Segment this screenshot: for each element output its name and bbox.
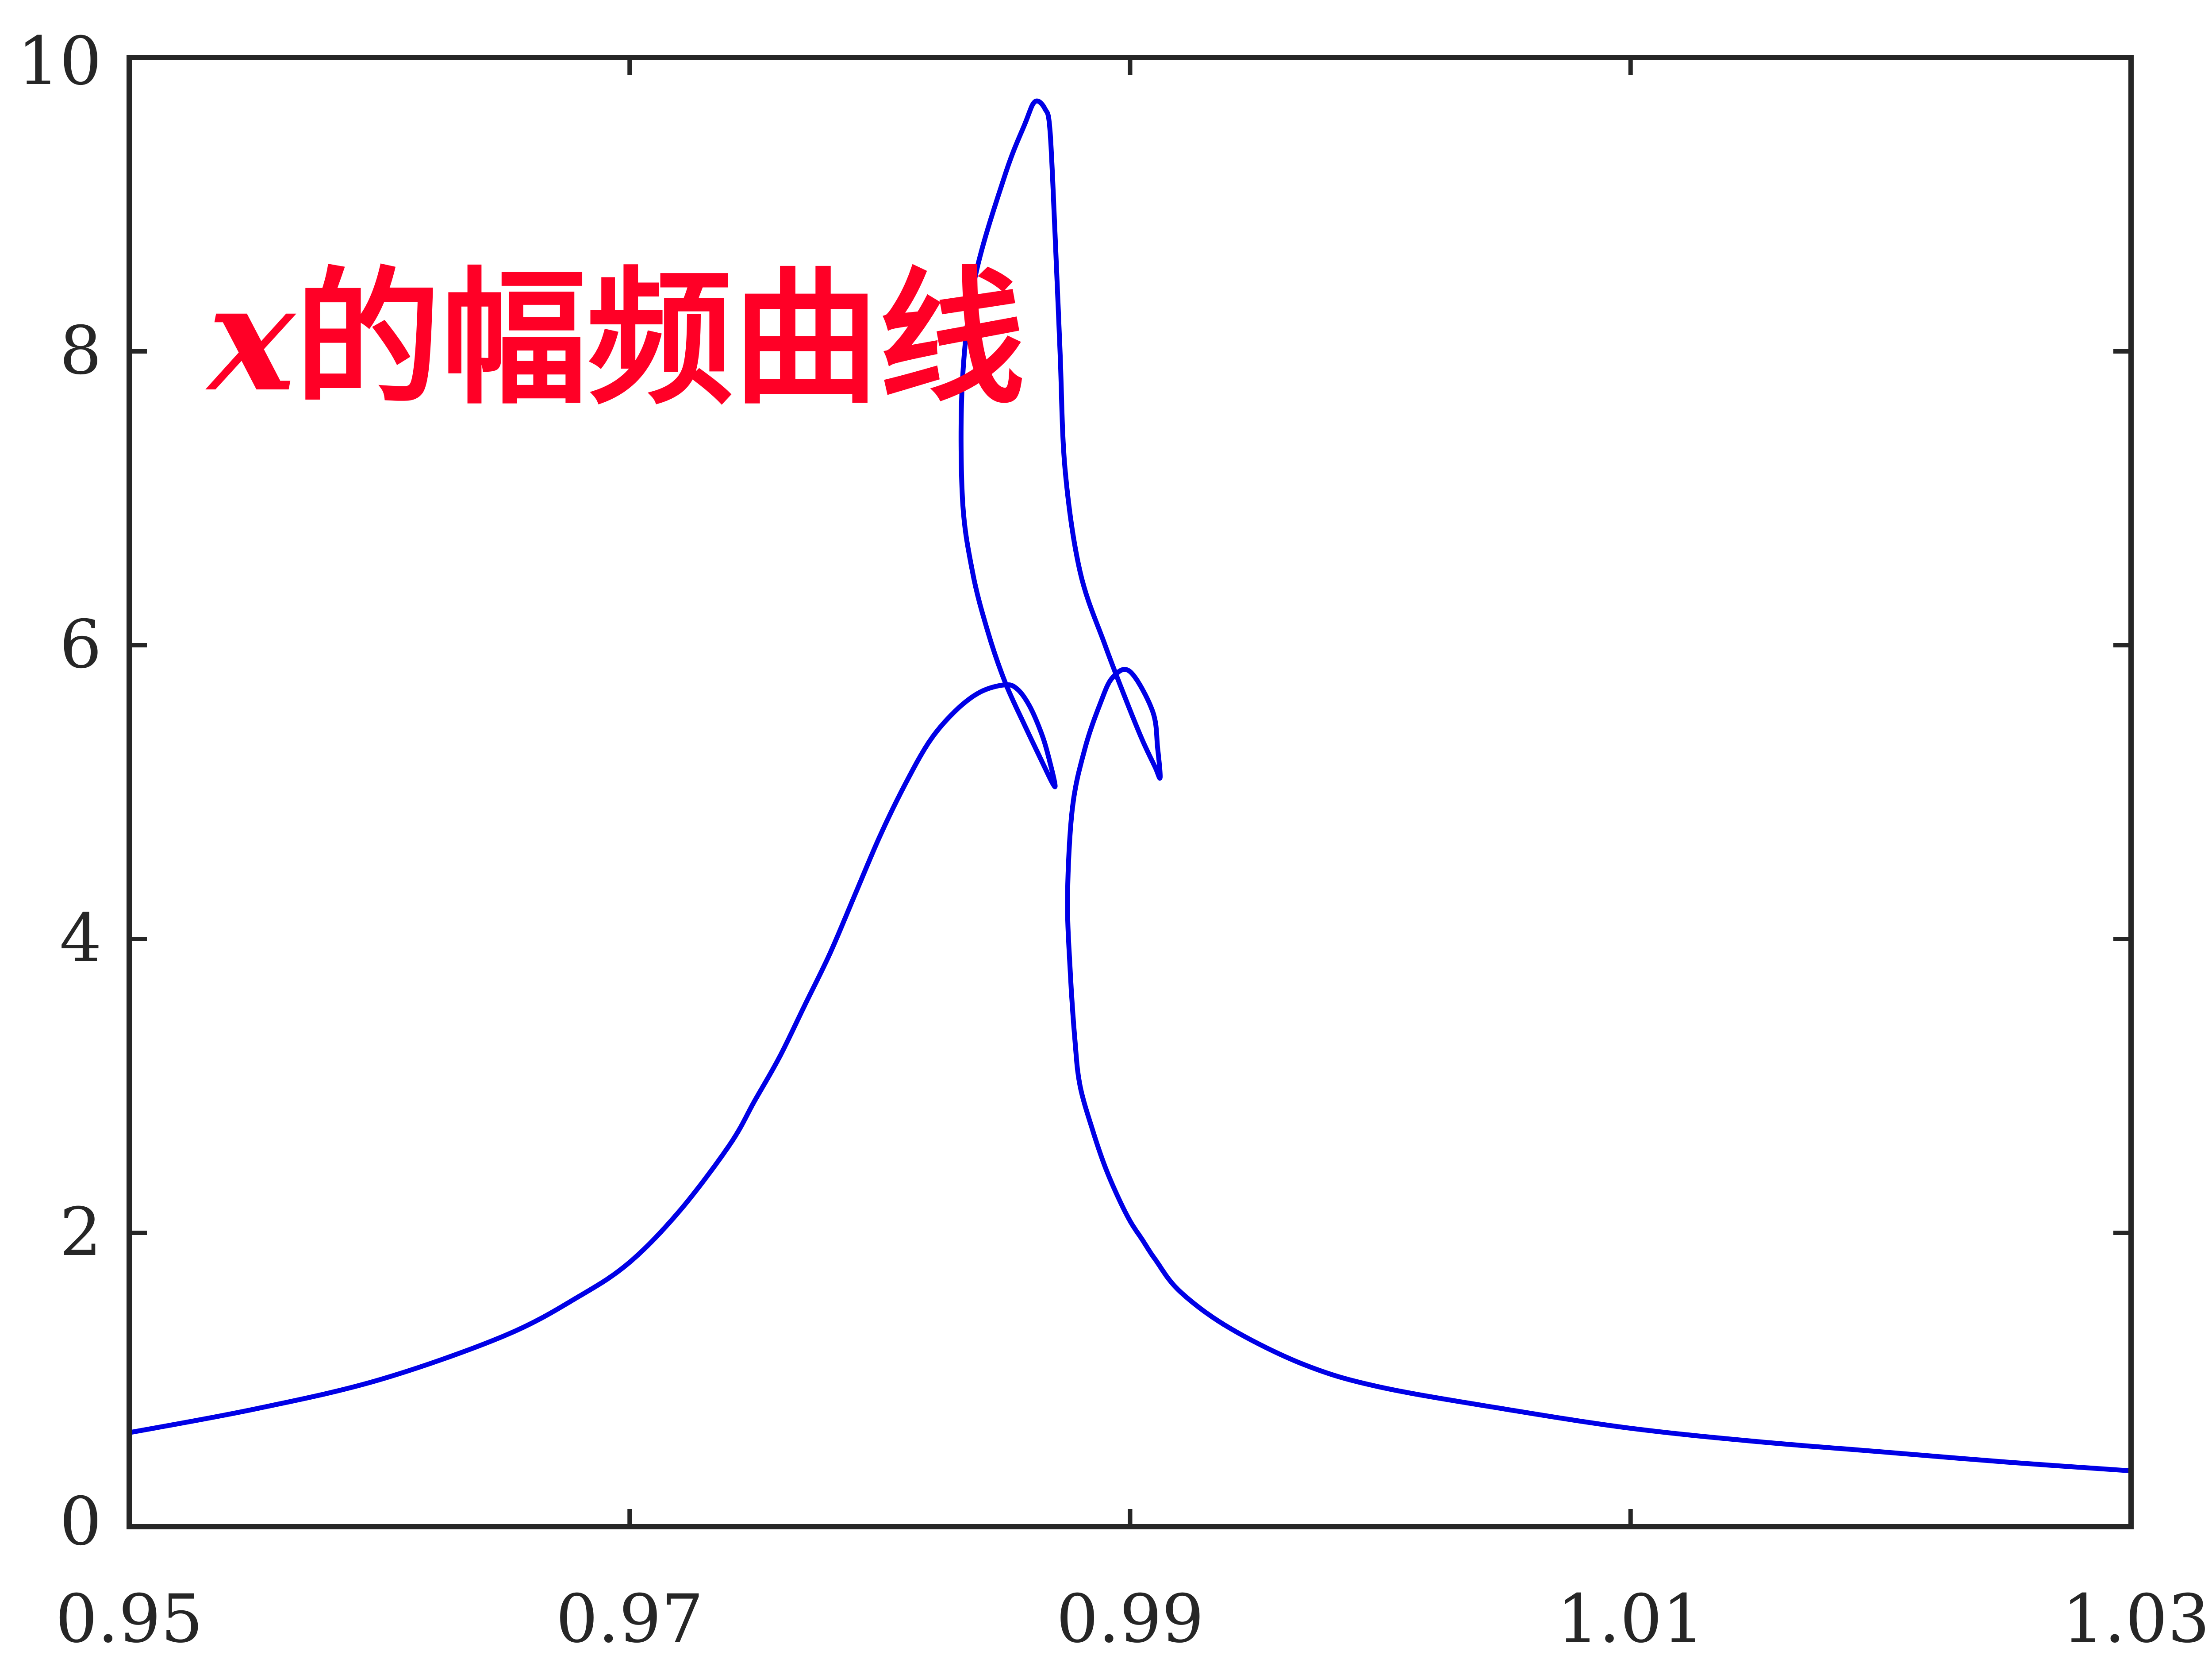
annotation-variable: x bbox=[204, 252, 297, 424]
annotation-text: 的幅频曲线 bbox=[295, 252, 1025, 424]
y-tick-label: 6 bbox=[60, 606, 102, 683]
y-tick-label: 8 bbox=[60, 312, 102, 389]
annotation: x的幅频曲线 bbox=[204, 252, 1025, 424]
y-tick-label: 0 bbox=[60, 1483, 102, 1560]
x-tick-label: 0.97 bbox=[556, 1581, 703, 1658]
series-line bbox=[127, 98, 2134, 1474]
y-tick-label: 4 bbox=[60, 900, 102, 977]
x-tick-label: 0.95 bbox=[55, 1581, 203, 1658]
x-tick-label: 1.01 bbox=[1557, 1581, 1705, 1658]
y-tick-label: 10 bbox=[17, 23, 102, 100]
x-tick-label: 0.99 bbox=[1056, 1581, 1204, 1658]
plot-frame bbox=[127, 55, 2134, 1529]
y-tick-label: 2 bbox=[60, 1194, 102, 1271]
x-tick-label: 1.03 bbox=[2062, 1581, 2210, 1658]
tick-labels: 0.95 0.97 0.99 1.01 1.03 0 2 4 6 8 10 bbox=[17, 23, 2210, 1658]
